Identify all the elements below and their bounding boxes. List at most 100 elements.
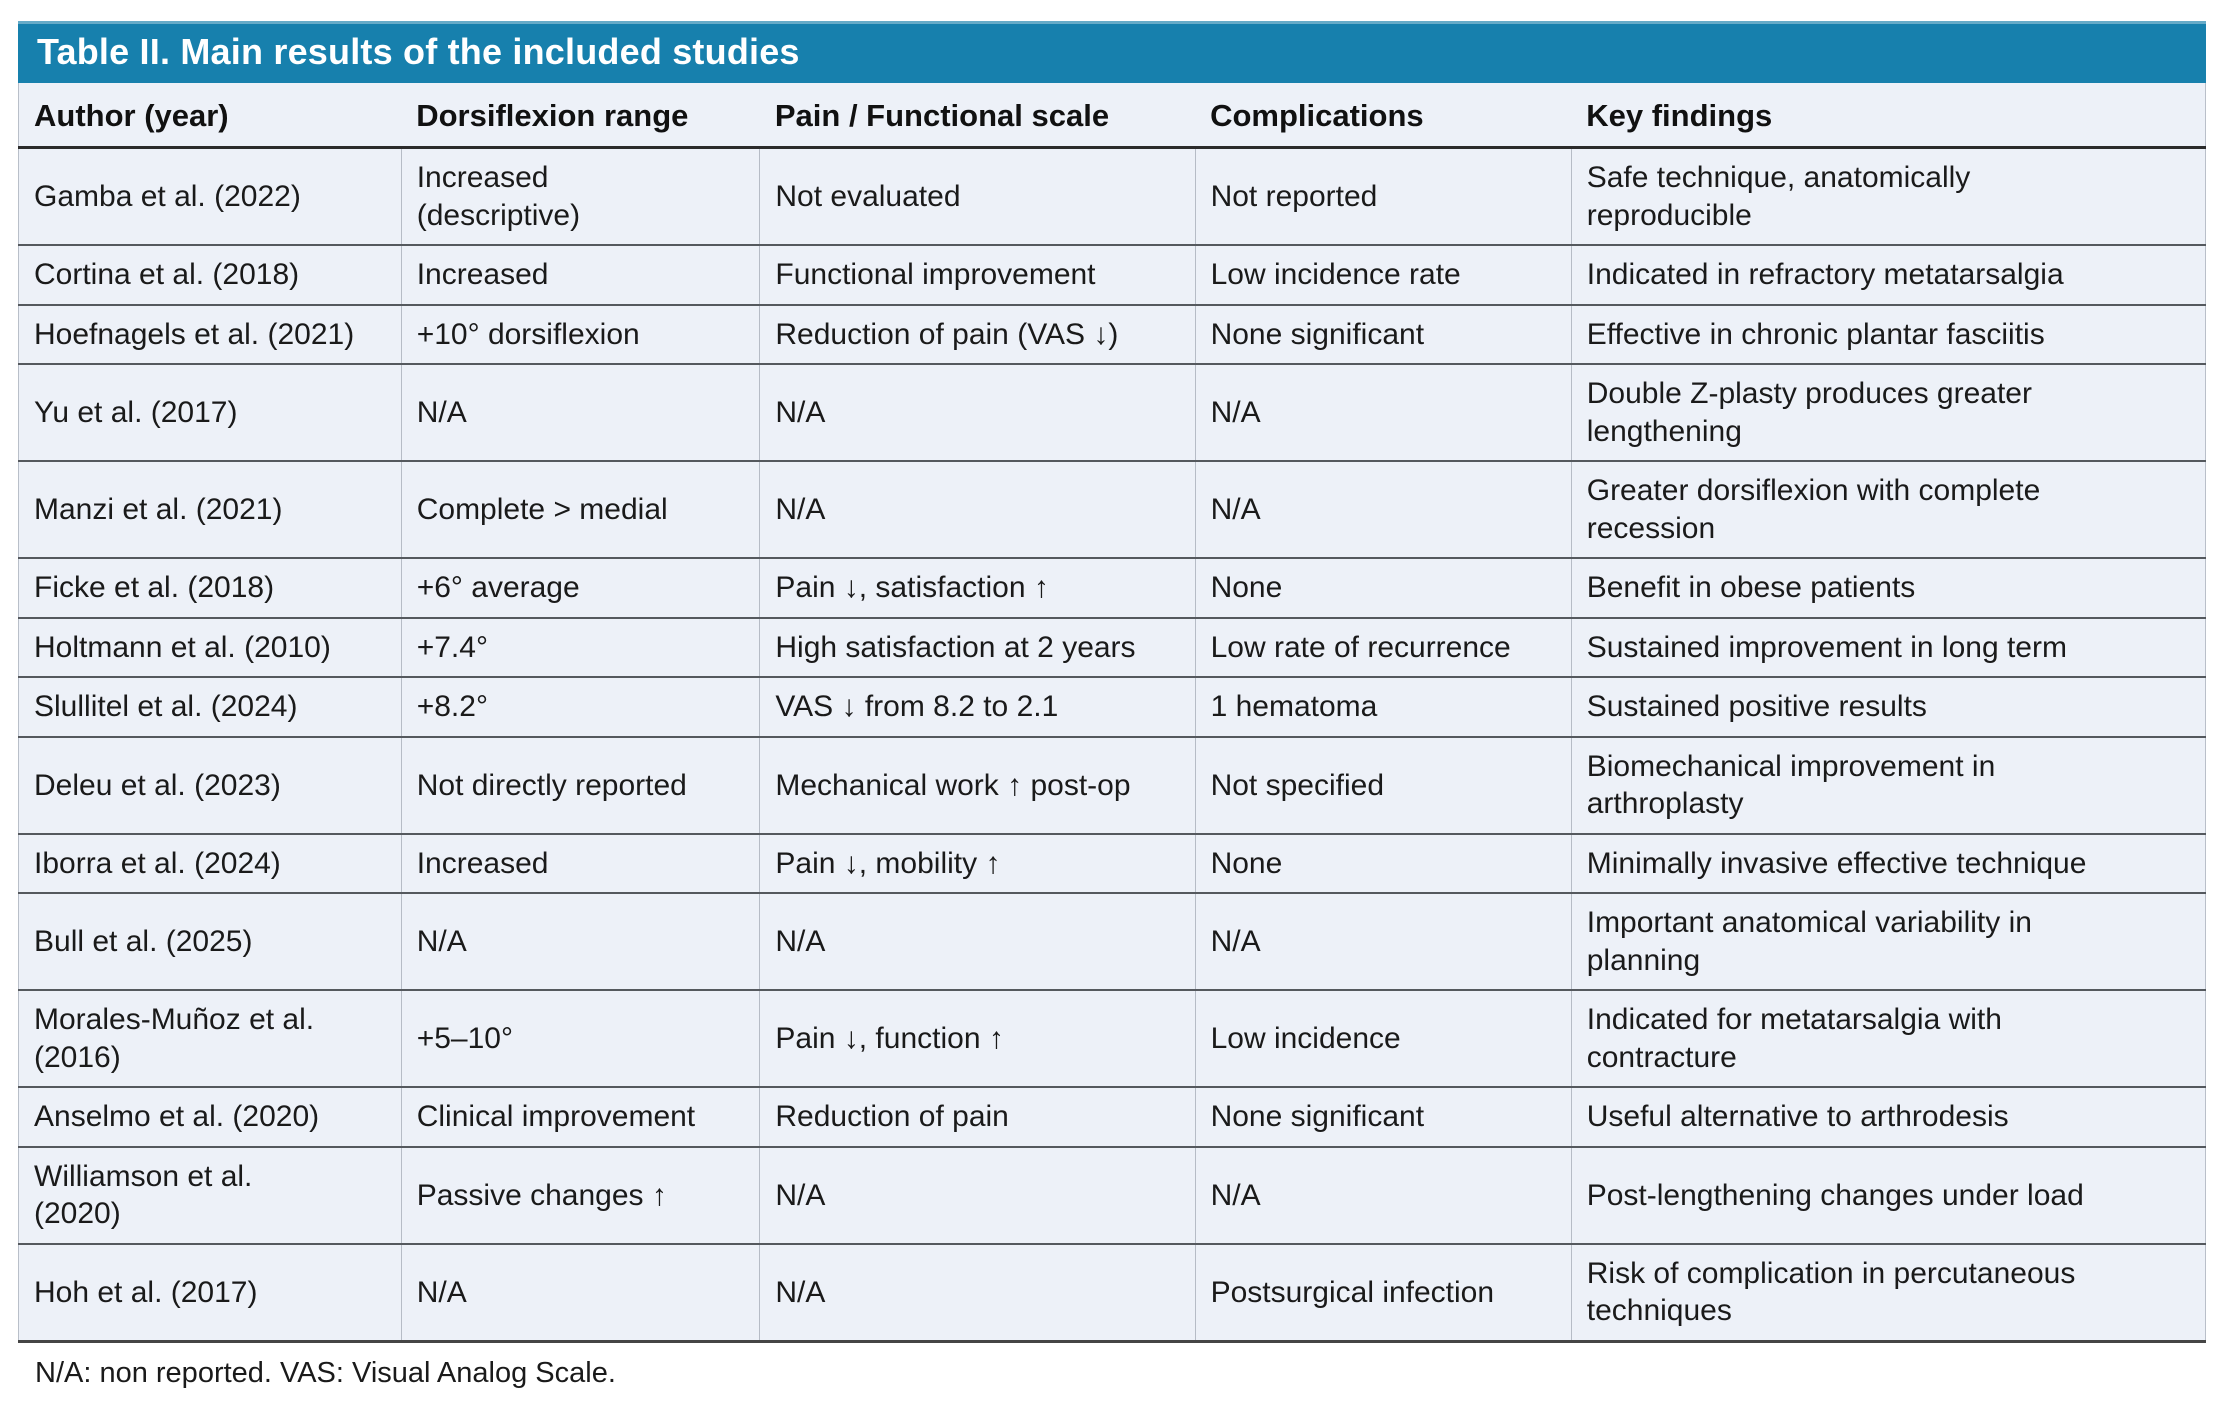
results-table: Author (year) Dorsiflexion range Pain / … xyxy=(18,83,2206,1343)
table-row: Williamson et al. (2020) Passive changes … xyxy=(18,1146,2206,1245)
cell-dorsiflexion-range: Increased (descriptive) xyxy=(400,147,760,247)
cell-author: Ficke et al. (2018) xyxy=(18,558,402,619)
table-row: Anselmo et al. (2020) Clinical improvemen… xyxy=(18,1087,2206,1148)
table-body: Gamba et al. (2022) Increased (descriptiv… xyxy=(18,147,2206,1342)
cell-dorsiflexion-range: Not directly reported xyxy=(400,736,760,835)
cell-key-findings: Sustained positive results xyxy=(1570,677,2206,738)
cell-complications: None significant xyxy=(1194,1087,1572,1148)
cell-complications: None significant xyxy=(1194,304,1572,366)
cell-author: Hoh et al. (2017) xyxy=(34,1275,258,1309)
cell-dorsiflexion-range: Increased xyxy=(400,833,760,895)
table-row: Manzi et al. (2021) Complete > medial N/A N… xyxy=(18,461,2206,560)
cell-complications: None xyxy=(1194,833,1572,895)
cell-dorsiflexion-range: Passive changes ↑ xyxy=(400,1146,760,1245)
cell-author: Hoefnagels et al. (2021) xyxy=(18,304,402,366)
cell-key-findings: Post-lengthening changes under load xyxy=(1570,1146,2206,1245)
cell-complications: Not reported xyxy=(1194,147,1572,247)
cell-author: Bull et al. (2025) xyxy=(18,893,402,992)
cell-author: Holtmann et al. (2010) xyxy=(18,617,402,679)
table-row: Cortina et al. (2018) Increased Functional… xyxy=(18,245,2206,306)
table-row: Yu et al. (2017) N/A N/A N/A Double Z-plasty… xyxy=(18,364,2206,463)
cell-author: Anselmo et al. (2020) xyxy=(18,1087,402,1148)
table-row: Iborra et al. (2024) Increased Pain ↓, mob… xyxy=(18,833,2206,895)
cell-author: Morales-Muñoz et al. (2016) xyxy=(18,990,402,1089)
cell-complications: Low incidence rate xyxy=(1194,245,1572,306)
cell-pain-functional-scale: Mechanical work ↑ post-op xyxy=(759,736,1196,835)
column-header-key-findings: Key findings xyxy=(1571,83,2206,150)
table-title-bar: Table II. Main results of the included s… xyxy=(18,21,2206,84)
cell-pain-functional-scale: N/A xyxy=(759,461,1196,560)
cell-key-findings: Risk of complication in percutaneous tec… xyxy=(1570,1243,2206,1342)
cell-key-findings: Minimally invasive effective technique xyxy=(1570,833,2206,895)
cell-complications: N/A xyxy=(1194,364,1572,463)
cell-pain-functional-scale: Reduction of pain (VAS ↓) xyxy=(759,304,1196,366)
cell-dorsiflexion-range: +5–10° xyxy=(400,990,760,1089)
cell-author: Cortina et al. (2018) xyxy=(18,245,402,306)
cell-key-findings: Greater dorsiflexion with complete reces… xyxy=(1570,461,2206,560)
cell-complications: None xyxy=(1194,558,1572,619)
cell-dorsiflexion-range: N/A xyxy=(400,1243,760,1342)
table-row: Gamba et al. (2022) Increased (descriptiv… xyxy=(18,147,2206,247)
column-header-dorsiflexion-range: Dorsiflexion range xyxy=(401,83,760,150)
table-row: Slullitel et al. (2024) +8.2° VAS ↓ from 8… xyxy=(18,677,2206,738)
cell-key-findings: Indicated for metatarsalgia with contrac… xyxy=(1570,990,2206,1089)
cell-complications: N/A xyxy=(1194,893,1572,992)
cell-complications: Low incidence xyxy=(1194,990,1572,1089)
cell-dorsiflexion-range: Complete > medial xyxy=(400,461,760,560)
table-row: Holtmann et al. (2010) +7.4° High satisfac… xyxy=(18,617,2206,679)
cell-key-findings: Safe technique, anatomically reproducibl… xyxy=(1570,147,2206,247)
cell-pain-functional-scale: N/A xyxy=(759,893,1196,992)
table-row: Hoh et al. (2017) N/A N/A Postsurgical infe… xyxy=(19,1243,2206,1342)
cell-dorsiflexion-range: Clinical improvement xyxy=(400,1087,760,1148)
cell-author: Gamba et al. (2022) xyxy=(18,147,402,247)
table-row: Deleu et al. (2023) Not directly reported… xyxy=(18,736,2206,835)
cell-key-findings: Important anatomical variability in plan… xyxy=(1570,893,2206,992)
cell-pain-functional-scale: Not evaluated xyxy=(759,147,1196,247)
table-row: Bull et al. (2025) N/A N/A N/A Important ana… xyxy=(18,893,2206,992)
cell-pain-functional-scale: Pain ↓, satisfaction ↑ xyxy=(759,558,1196,619)
cell-key-findings: Indicated in refractory metatarsalgia xyxy=(1570,245,2206,306)
cell-pain-functional-scale: Functional improvement xyxy=(759,245,1196,306)
table-row: Morales-Muñoz et al. (2016) +5–10° Pain ↓,… xyxy=(18,990,2206,1089)
table-footnote: N/A: non reported. VAS: Visual Analog Sc… xyxy=(35,1356,616,1389)
cell-complications: Not specified xyxy=(1194,736,1572,835)
table-container: Table II. Main results of the included s… xyxy=(18,21,2206,1391)
cell-complications: N/A xyxy=(1194,1146,1572,1245)
cell-dorsiflexion-range: N/A xyxy=(400,893,760,992)
cell-author: Slullitel et al. (2024) xyxy=(18,677,402,738)
cell-author: Iborra et al. (2024) xyxy=(18,833,402,895)
cell-key-findings: Benefit in obese patients xyxy=(1570,558,2206,619)
table-row: Ficke et al. (2018) +6° average Pain ↓, sa… xyxy=(18,558,2206,619)
cell-key-findings: Sustained improvement in long term xyxy=(1570,617,2206,679)
cell-pain-functional-scale: High satisfaction at 2 years xyxy=(759,617,1196,679)
cell-complications: 1 hematoma xyxy=(1194,677,1572,738)
cell-author: Williamson et al. (2020) xyxy=(18,1146,402,1245)
cell-pain-functional-scale: VAS ↓ from 8.2 to 2.1 xyxy=(759,677,1196,738)
cell-key-findings: Useful alternative to arthrodesis xyxy=(1570,1087,2206,1148)
cell-key-findings: Double Z-plasty produces greater lengthe… xyxy=(1570,364,2206,463)
cell-pain-functional-scale: N/A xyxy=(759,364,1196,463)
cell-dorsiflexion-range: N/A xyxy=(400,364,760,463)
column-header-author: Author (year) xyxy=(18,83,402,150)
column-header-complications: Complications xyxy=(1195,83,1572,150)
cell-dorsiflexion-range: +8.2° xyxy=(400,677,760,738)
cell-author: Yu et al. (2017) xyxy=(18,364,402,463)
cell-dorsiflexion-range: +6° average xyxy=(400,558,760,619)
cell-dorsiflexion-range: +7.4° xyxy=(400,617,760,679)
cell-author: Manzi et al. (2021) xyxy=(18,461,402,560)
cell-pain-functional-scale: N/A xyxy=(759,1243,1196,1342)
cell-pain-functional-scale: Pain ↓, mobility ↑ xyxy=(759,833,1196,895)
cell-pain-functional-scale: Reduction of pain xyxy=(759,1087,1196,1148)
cell-complications: Postsurgical infection xyxy=(1194,1243,1572,1342)
header-row: Author (year) Dorsiflexion range Pain / … xyxy=(18,83,2206,150)
cell-complications: Low rate of recurrence xyxy=(1194,617,1572,679)
column-header-pain-functional-scale: Pain / Functional scale xyxy=(759,83,1196,150)
cell-complications: N/A xyxy=(1194,461,1572,560)
cell-key-findings: Biomechanical improvement in arthroplast… xyxy=(1570,736,2206,835)
table-row: Hoefnagels et al. (2021) +10° dorsiflexio… xyxy=(18,304,2206,366)
cell-author: Deleu et al. (2023) xyxy=(18,736,402,835)
cell-pain-functional-scale: Pain ↓, function ↑ xyxy=(759,990,1196,1089)
cell-pain-functional-scale: N/A xyxy=(759,1146,1196,1245)
cell-key-findings: Effective in chronic plantar fasciitis xyxy=(1570,304,2206,366)
